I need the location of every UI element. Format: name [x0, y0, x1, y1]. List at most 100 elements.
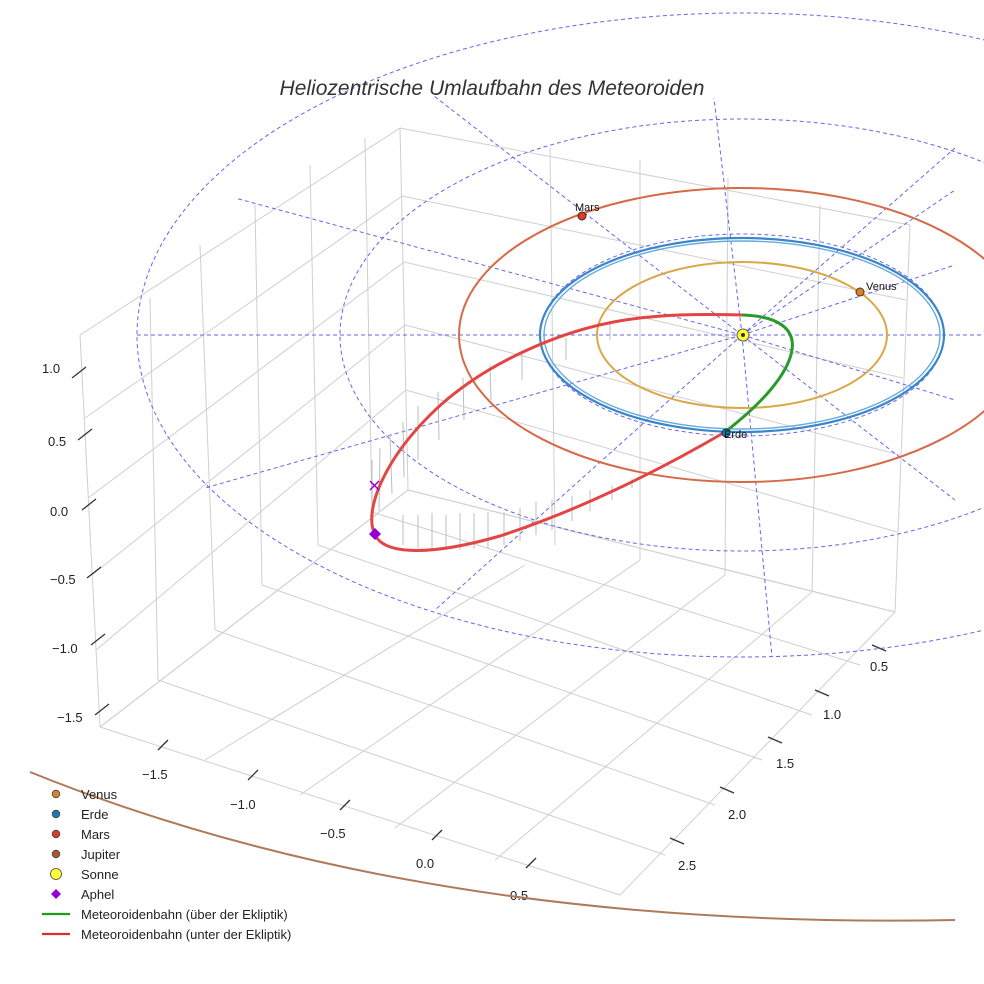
- grid-line: [299, 559, 641, 796]
- grid-line: [99, 489, 409, 728]
- legend-label: Erde: [81, 807, 108, 822]
- y-tick-mark: [669, 837, 685, 845]
- grid-line: [403, 261, 904, 379]
- legend-label: Sonne: [81, 867, 119, 882]
- z-tick-label: −1.5: [57, 710, 83, 725]
- x-tick-label: −1.0: [230, 797, 256, 812]
- y-tick-mark: [719, 786, 735, 794]
- reference-spoke: [713, 97, 743, 336]
- grid-line: [394, 574, 726, 829]
- legend-marker-dot: [51, 849, 61, 859]
- z-tick-label: −1.0: [52, 641, 78, 656]
- y-tick-label: 2.5: [678, 858, 696, 873]
- reference-spoke: [741, 189, 956, 336]
- grid-line: [399, 127, 409, 491]
- axes-box-grid: [79, 127, 911, 896]
- grid-line: [894, 224, 911, 613]
- reference-spoke: [434, 334, 743, 611]
- grid-line: [87, 261, 405, 499]
- reference-spoke: [234, 197, 743, 336]
- y-tick-mark: [814, 689, 830, 697]
- x-tick-label: 0.0: [416, 856, 434, 871]
- legend-label: Venus: [81, 787, 118, 802]
- grid-line: [79, 334, 101, 728]
- grid-line: [214, 629, 716, 806]
- legend-marker-dot: [51, 829, 61, 839]
- z-tick-label: 0.5: [48, 434, 66, 449]
- earth-label: Erde: [724, 429, 747, 441]
- grid-line: [149, 297, 159, 681]
- legend: Venus Erde Mars Jupiter Sonne Aphel Meteoroide…: [42, 787, 291, 942]
- grid-line: [404, 324, 901, 456]
- x-tick-label: −0.5: [320, 826, 346, 841]
- legend-item: Aphel: [51, 887, 114, 902]
- legend-marker-dot: [50, 868, 62, 880]
- grid-line: [91, 324, 406, 576]
- legend-item: Meteoroidenbahn (unter der Ekliptik): [42, 927, 291, 942]
- earth-orbit: [538, 236, 946, 434]
- legend-item: Venus: [51, 787, 118, 802]
- mars-orbit: [458, 187, 984, 483]
- mars-marker: [577, 211, 587, 221]
- grid-line: [95, 389, 407, 651]
- legend-label: Jupiter: [81, 847, 121, 862]
- legend-item: Erde: [51, 807, 108, 822]
- grid-line: [309, 164, 319, 546]
- reference-spoke: [741, 264, 956, 336]
- reference-spoke: [741, 334, 773, 658]
- y-tick-label: 0.5: [870, 659, 888, 674]
- grid-line: [79, 127, 401, 336]
- grid-line: [724, 177, 729, 576]
- meteoroid-path-above: [724, 313, 794, 434]
- grid-line: [84, 195, 403, 419]
- z-tick-mark: [94, 703, 110, 716]
- x-tick-mark: [247, 769, 259, 781]
- aphel-marker: [369, 528, 381, 540]
- venus-orbit: [596, 261, 888, 409]
- tick-marks: [71, 366, 887, 869]
- x-tick-mark: [339, 799, 351, 811]
- drop-line: [462, 377, 465, 421]
- x-tick-label: 0.5: [510, 888, 528, 903]
- legend-label: Mars: [81, 827, 110, 842]
- reference-spoke: [433, 95, 743, 336]
- y-tick-label: 1.0: [823, 707, 841, 722]
- z-tick-label: 0.0: [50, 504, 68, 519]
- jupiter-orbit: [29, 771, 956, 922]
- aphel-projection-icon: [369, 480, 380, 491]
- reference-spoke: [204, 334, 743, 489]
- x-tick-mark: [157, 739, 169, 751]
- legend-item: Sonne: [50, 867, 119, 882]
- legend-item: Mars: [51, 827, 110, 842]
- grid-line: [364, 137, 373, 513]
- grid-line: [549, 147, 556, 546]
- z-tick-mark: [81, 498, 97, 511]
- legend-marker-diamond: [51, 889, 61, 899]
- grid-line: [619, 611, 896, 896]
- x-tick-label: −1.5: [142, 767, 168, 782]
- z-tick-mark: [86, 566, 102, 579]
- reference-spoke: [741, 334, 956, 401]
- grid-line: [407, 489, 896, 613]
- sun-core: [741, 333, 745, 337]
- y-tick-label: 2.0: [728, 807, 746, 822]
- legend-label: Meteoroidenbahn (unter der Ekliptik): [81, 927, 291, 942]
- z-tick-label: 1.0: [42, 361, 60, 376]
- grid-line: [254, 204, 263, 586]
- x-tick-mark: [525, 857, 537, 869]
- legend-marker-dot: [51, 809, 61, 819]
- legend-item: Meteoroidenbahn (über der Ekliptik): [42, 907, 288, 922]
- z-tick-mark: [90, 633, 106, 646]
- grid-line: [317, 544, 813, 716]
- grid-line: [261, 584, 763, 761]
- grid-line: [99, 726, 621, 896]
- planet-orbits: [29, 187, 984, 922]
- grid-line: [405, 389, 898, 533]
- grid-line: [204, 564, 526, 761]
- drop-line: [402, 421, 405, 478]
- z-tick-mark: [77, 428, 93, 441]
- z-tick-mark: [71, 366, 87, 379]
- x-tick-mark: [431, 829, 443, 841]
- y-tick-mark: [767, 736, 783, 744]
